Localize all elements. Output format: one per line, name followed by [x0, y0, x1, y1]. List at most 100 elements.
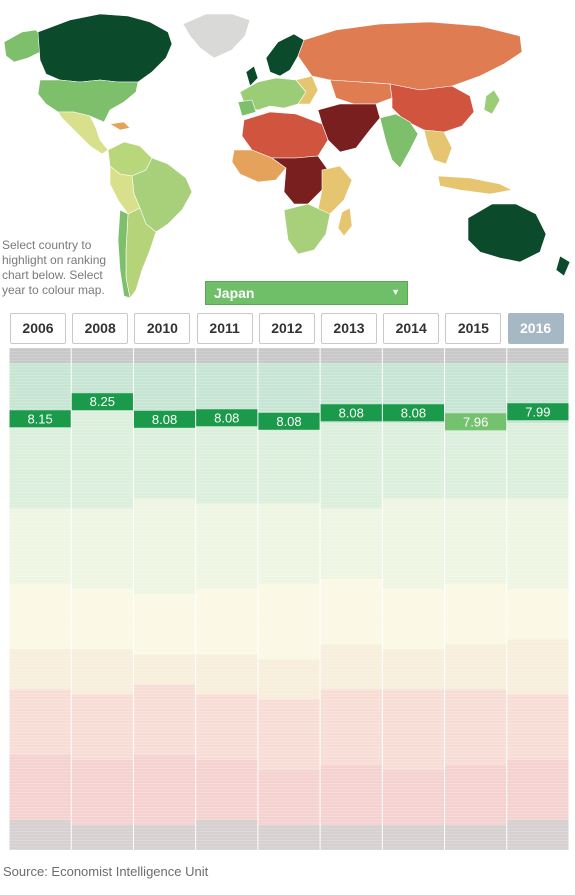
year-button-2008[interactable]: 2008	[72, 313, 129, 344]
ranking-band	[445, 824, 507, 850]
highlight-value-2008: 8.25	[90, 394, 115, 409]
ranking-band	[71, 759, 133, 825]
map-west-africa[interactable]	[231, 149, 287, 183]
map-new-zealand[interactable]	[555, 255, 571, 277]
map-australia[interactable]	[467, 203, 547, 263]
map-china[interactable]	[389, 83, 475, 133]
ranking-band	[258, 503, 320, 584]
map-canada[interactable]	[37, 13, 173, 83]
map-iberia[interactable]	[237, 99, 257, 117]
highlight-bar-2012[interactable]	[258, 412, 320, 430]
ranking-band	[196, 588, 258, 655]
country-select-value: Japan	[214, 285, 255, 301]
map-chile[interactable]	[117, 209, 131, 299]
ranking-band	[71, 408, 133, 509]
highlight-bar-2010[interactable]	[133, 410, 196, 428]
ranking-band	[382, 824, 445, 850]
world-map[interactable]	[0, 0, 575, 305]
ranking-band	[258, 699, 320, 770]
ranking-band	[133, 593, 196, 655]
ranking-band	[133, 363, 196, 419]
ranking-band	[445, 348, 507, 364]
map-east-africa[interactable]	[317, 165, 353, 215]
map-instructions: Select country to highlight on ranking c…	[2, 238, 107, 297]
year-button-2015[interactable]: 2015	[445, 313, 502, 344]
map-japan[interactable]	[483, 89, 501, 115]
ranking-band	[382, 649, 445, 690]
ranking-band	[320, 348, 382, 364]
map-indonesia[interactable]	[437, 175, 513, 195]
map-middle-east[interactable]	[317, 103, 381, 153]
highlight-bar-2015[interactable]	[445, 413, 507, 431]
ranking-band	[507, 498, 569, 589]
ranking-band	[133, 418, 196, 499]
ranking-band	[9, 649, 71, 690]
year-button-2011[interactable]: 2011	[196, 313, 253, 344]
ranking-band	[382, 769, 445, 825]
map-caribbean[interactable]	[109, 121, 131, 131]
ranking-band	[196, 819, 258, 850]
ranking-band	[196, 503, 258, 589]
year-button-2010[interactable]: 2010	[134, 313, 191, 344]
year-button-2006[interactable]: 2006	[10, 313, 66, 344]
map-madagascar[interactable]	[337, 207, 353, 237]
highlight-bar-2008[interactable]	[71, 393, 133, 411]
ranking-band	[320, 423, 382, 509]
ranking-band	[9, 754, 71, 820]
year-button-2016[interactable]: 2016	[507, 313, 564, 344]
ranking-band	[133, 498, 196, 594]
ranking-band	[382, 588, 445, 650]
ranking-band	[445, 764, 507, 825]
map-usa[interactable]	[37, 79, 139, 123]
year-button-2012[interactable]: 2012	[258, 313, 315, 344]
highlight-value-2013: 8.08	[339, 405, 364, 420]
highlight-value-2012: 8.08	[276, 414, 301, 429]
ranking-band	[382, 348, 445, 364]
ranking-band	[320, 764, 382, 825]
ranking-band	[71, 694, 133, 760]
source-note: Source: Economist Intelligence Unit	[3, 864, 209, 879]
ranking-band	[320, 508, 382, 579]
ranking-band	[320, 689, 382, 765]
map-central-africa[interactable]	[271, 155, 329, 205]
year-button-2013[interactable]: 2013	[321, 313, 377, 344]
ranking-band	[320, 578, 382, 645]
ranking-band	[445, 689, 507, 765]
ranking-band	[9, 583, 71, 650]
ranking-band	[71, 508, 133, 589]
caret-down-icon: ▼	[391, 287, 400, 297]
ranking-band	[71, 348, 133, 364]
map-southeast-asia[interactable]	[423, 129, 453, 165]
map-southern-africa[interactable]	[283, 203, 331, 255]
year-selector: 2006 2008 2010 2011 2012 2013 2014 2015 2016	[9, 313, 569, 345]
ranking-band	[9, 819, 71, 850]
map-uk[interactable]	[245, 65, 259, 87]
map-russia[interactable]	[297, 21, 523, 91]
ranking-band	[445, 583, 507, 645]
ranking-band	[9, 508, 71, 584]
highlight-value-2006: 8.15	[27, 411, 52, 426]
highlight-bar-2006[interactable]	[9, 410, 71, 428]
ranking-band	[507, 588, 569, 640]
ranking-band	[133, 824, 196, 850]
highlight-bar-2016[interactable]	[507, 403, 569, 421]
highlight-value-2015: 7.96	[463, 414, 488, 429]
highlight-value-2016: 7.99	[525, 404, 550, 419]
highlight-bar-2013[interactable]	[320, 404, 382, 422]
country-select[interactable]: Japan ▼	[205, 281, 408, 305]
ranking-band	[133, 654, 196, 685]
ranking-band	[196, 423, 258, 504]
ranking-band	[71, 824, 133, 850]
ranking-band	[258, 348, 320, 364]
map-mexico[interactable]	[57, 111, 109, 155]
highlight-bar-2014[interactable]	[382, 404, 445, 422]
map-central-asia[interactable]	[329, 79, 393, 105]
map-india[interactable]	[379, 113, 419, 169]
highlight-bar-2011[interactable]	[196, 409, 258, 427]
ranking-band	[133, 684, 196, 755]
year-button-2014[interactable]: 2014	[383, 313, 440, 344]
ranking-band	[71, 588, 133, 650]
ranking-band	[320, 644, 382, 690]
ranking-band	[258, 418, 320, 504]
map-greenland[interactable]	[182, 13, 251, 59]
